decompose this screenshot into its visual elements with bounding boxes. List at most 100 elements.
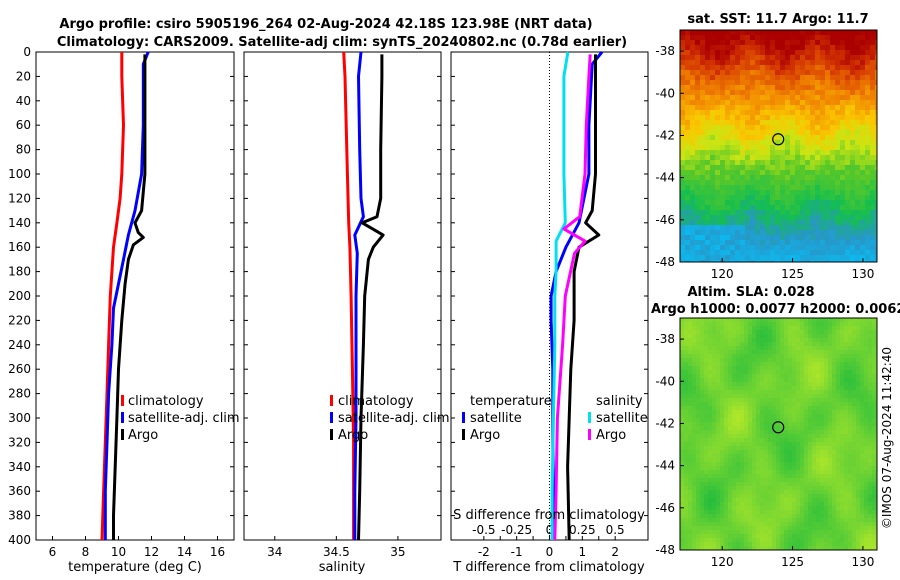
- sla-cell: [832, 458, 837, 463]
- sst-cell: [855, 145, 861, 151]
- sla-cell: [820, 498, 825, 503]
- sst-cell: [700, 105, 706, 111]
- sst-cell: [680, 125, 686, 131]
- sla-cell: [800, 406, 805, 411]
- sla-cell: [724, 494, 729, 499]
- sla-cell: [776, 406, 781, 411]
- sla-cell: [792, 326, 797, 331]
- sla-cell: [772, 394, 777, 399]
- sst-cell: [800, 155, 806, 161]
- sla-cell: [868, 370, 873, 375]
- sst-cell: [805, 135, 811, 141]
- sst-cell: [750, 105, 756, 111]
- sla-cell: [692, 346, 697, 351]
- sst-cell: [720, 255, 726, 261]
- sla-cell: [764, 446, 769, 451]
- sst-cell: [805, 215, 811, 221]
- sst-cell: [685, 130, 691, 136]
- sst-cell: [830, 90, 836, 96]
- sla-cell: [824, 410, 829, 415]
- sst-cell: [860, 200, 866, 206]
- sla-cell: [812, 410, 817, 415]
- sla-cell: [760, 394, 765, 399]
- sla-cell: [828, 350, 833, 355]
- sla-cell: [836, 426, 841, 431]
- depth-tick-label: 380: [8, 509, 31, 523]
- sla-cell: [848, 422, 853, 427]
- sla-cell: [720, 374, 725, 379]
- sst-cell: [840, 100, 846, 106]
- sla-cell: [848, 522, 853, 527]
- sla-cell: [712, 478, 717, 483]
- sla-cell: [748, 418, 753, 423]
- sla-cell: [868, 394, 873, 399]
- sla-cell: [852, 330, 857, 335]
- sla-cell: [796, 362, 801, 367]
- sla-cell: [712, 334, 717, 339]
- sla-cell: [772, 506, 777, 511]
- sla-cell: [712, 546, 717, 550]
- sla-cell: [800, 470, 805, 475]
- sla-cell: [760, 450, 765, 455]
- sst-cell: [765, 60, 771, 66]
- sst-cell: [715, 75, 721, 81]
- sla-cell: [712, 402, 717, 407]
- sla-cell: [812, 378, 817, 383]
- sla-cell: [696, 438, 701, 443]
- sst-cell: [745, 115, 751, 121]
- sst-cell: [795, 195, 801, 201]
- sla-cell: [684, 346, 689, 351]
- sla-cell: [784, 434, 789, 439]
- sla-cell: [744, 462, 749, 467]
- x-tick-label: -2: [478, 545, 490, 559]
- sst-cell: [815, 90, 821, 96]
- depth-tick-label: 300: [8, 411, 31, 425]
- sst-cell: [730, 130, 736, 136]
- sla-cell: [812, 526, 817, 531]
- sla-cell: [712, 418, 717, 423]
- sla-cell: [828, 450, 833, 455]
- sla-cell: [868, 442, 873, 447]
- sst-cell: [755, 100, 761, 106]
- sst-cell: [780, 180, 786, 186]
- sla-cell: [764, 338, 769, 343]
- sst-cell: [730, 135, 736, 141]
- sla-cell: [800, 526, 805, 531]
- sla-cell: [788, 362, 793, 367]
- sla-cell: [764, 350, 769, 355]
- sla-cell: [728, 462, 733, 467]
- sst-cell: [820, 85, 826, 91]
- sst-cell: [835, 205, 841, 211]
- sla-cell: [796, 522, 801, 527]
- sla-cell: [716, 414, 721, 419]
- sla-cell: [848, 358, 853, 363]
- sla-cell: [720, 330, 725, 335]
- sst-cell: [875, 70, 877, 76]
- sla-cell: [800, 402, 805, 407]
- sst-cell: [750, 190, 756, 196]
- sst-cell: [845, 215, 851, 221]
- sla-cell: [712, 518, 717, 523]
- legend-label-argo: Argo: [338, 428, 368, 443]
- sla-cell: [732, 362, 737, 367]
- sst-cell: [720, 35, 726, 41]
- sla-cell: [684, 478, 689, 483]
- sla-cell: [720, 470, 725, 475]
- sla-cell: [692, 458, 697, 463]
- sla-cell: [868, 534, 873, 539]
- sla-cell: [680, 414, 685, 419]
- sst-cell: [725, 40, 731, 46]
- sst-cell: [830, 95, 836, 101]
- sla-cell: [684, 410, 689, 415]
- sla-cell: [796, 510, 801, 515]
- sst-cell: [755, 130, 761, 136]
- sst-cell: [780, 150, 786, 156]
- sst-cell: [735, 90, 741, 96]
- sst-cell: [840, 155, 846, 161]
- sst-cell: [720, 260, 726, 262]
- sla-cell: [840, 462, 845, 467]
- sla-cell: [872, 514, 877, 519]
- sla-cell: [812, 538, 817, 543]
- sla-cell: [792, 534, 797, 539]
- sst-cell: [765, 160, 771, 166]
